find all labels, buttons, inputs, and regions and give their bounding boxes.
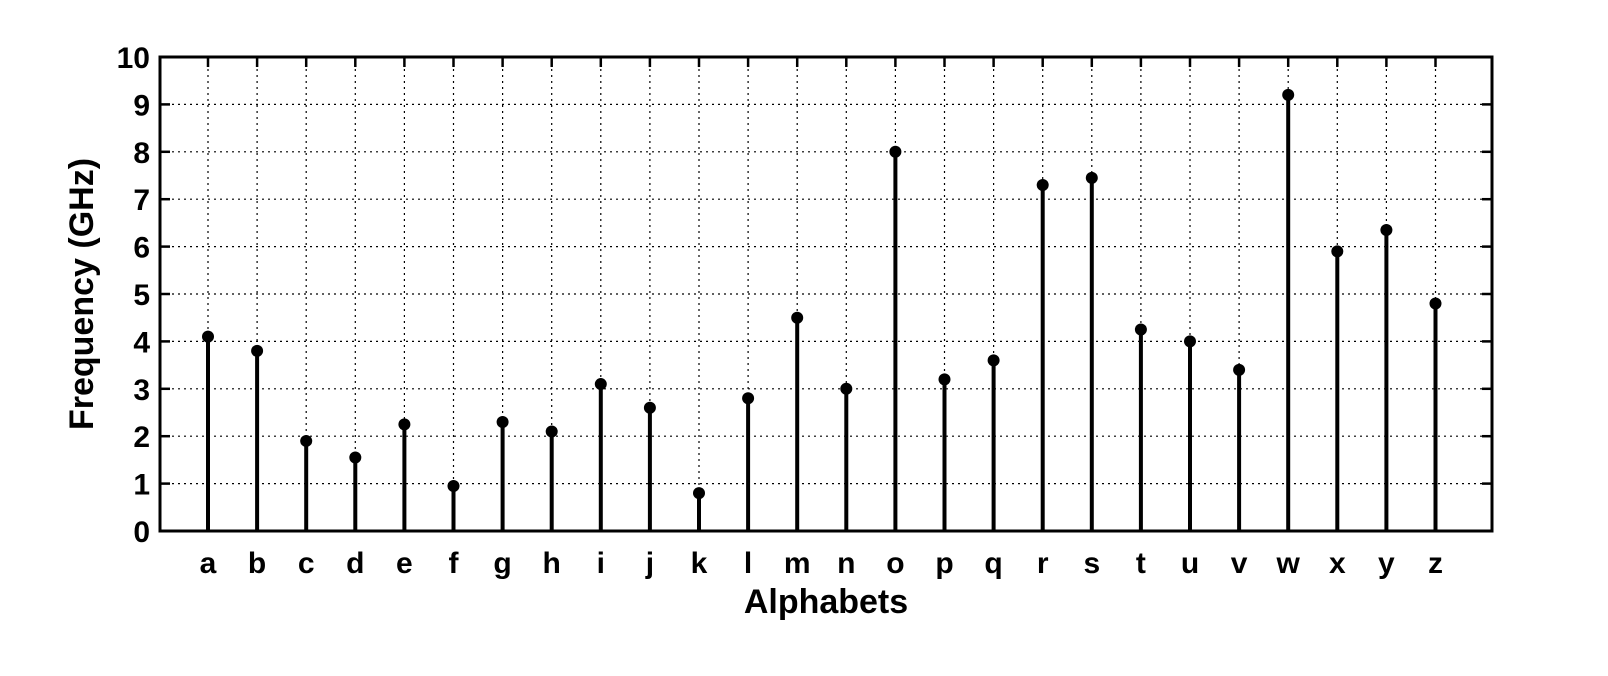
stem-marker-o: [889, 145, 902, 158]
stem-marker-s: [1085, 171, 1098, 184]
y-tick-label: 2: [133, 421, 150, 454]
x-tick-label: l: [744, 547, 752, 580]
x-tick-label: t: [1136, 547, 1146, 580]
y-tick-label: 10: [117, 42, 150, 75]
stem-marker-p: [938, 373, 951, 386]
stem-marker-w: [1282, 88, 1295, 101]
y-tick-label: 8: [133, 137, 150, 170]
x-tick-label: b: [248, 547, 266, 580]
y-tick-label: 9: [133, 89, 150, 122]
x-tick-label: s: [1083, 547, 1100, 580]
x-tick-label: f: [449, 547, 460, 580]
x-tick-label: p: [935, 547, 953, 580]
x-tick-label: c: [298, 547, 315, 580]
x-tick-label: v: [1231, 547, 1248, 580]
stem-marker-a: [202, 330, 214, 343]
y-tick-labels: 0 1 2 3 4 5 6 7 8 9 10: [117, 42, 151, 549]
y-tick-label: 3: [133, 374, 150, 407]
stem-marker-n: [840, 382, 853, 395]
y-tick-label: 4: [133, 326, 150, 359]
stem-marker-c: [300, 434, 313, 447]
stem-marker-z: [1429, 297, 1442, 310]
x-tick-label: r: [1037, 547, 1049, 580]
stem-marker-h: [545, 425, 558, 438]
stem-marker-f: [447, 479, 460, 492]
y-tick-label: 6: [133, 232, 150, 265]
x-tick-label: d: [346, 547, 364, 580]
stem-marker-u: [1184, 335, 1196, 348]
y-tick-label: 5: [133, 279, 150, 312]
x-tick-label: m: [784, 547, 811, 580]
stem-marker-x: [1331, 245, 1344, 258]
stem-marker-g: [496, 415, 509, 428]
x-tick-label: u: [1181, 547, 1199, 580]
stem-marker-j: [643, 401, 656, 414]
x-tick-label: k: [691, 547, 708, 580]
x-tick-label: q: [984, 547, 1002, 580]
x-tick-label: i: [597, 547, 605, 580]
y-axis-label: Frequency (GHz): [63, 158, 101, 430]
x-tick-label: w: [1276, 547, 1301, 580]
x-tick-label: n: [837, 547, 855, 580]
stem-marker-e: [398, 418, 411, 431]
stem-marker-v: [1233, 363, 1246, 376]
x-tick-label: z: [1428, 547, 1443, 580]
x-tick-label: e: [396, 547, 413, 580]
x-tick-label: o: [886, 547, 904, 580]
stem-marker-d: [349, 451, 362, 464]
stem-marker-b: [251, 344, 264, 357]
x-tick-label: a: [200, 547, 217, 580]
stem-marker-t: [1134, 323, 1147, 336]
x-tick-label: x: [1329, 547, 1346, 580]
y-tick-label: 0: [133, 516, 150, 549]
x-tick-label: h: [543, 547, 561, 580]
x-tick-label: g: [493, 547, 511, 580]
stem-series: [202, 88, 1442, 531]
x-tick-label: j: [645, 547, 654, 580]
x-axis-label: Alphabets: [744, 583, 908, 621]
y-tick-label: 7: [133, 184, 150, 217]
stem-marker-y: [1380, 224, 1393, 237]
x-tick-label: y: [1378, 547, 1395, 580]
stem-marker-i: [594, 378, 607, 391]
axis-ticks: [160, 55, 1492, 533]
stem-marker-q: [987, 354, 1000, 367]
stem-marker-r: [1036, 178, 1049, 191]
stem-marker-l: [742, 392, 755, 405]
stem-marker-k: [693, 487, 705, 500]
stem-marker-m: [791, 311, 804, 324]
y-tick-label: 1: [133, 469, 150, 502]
